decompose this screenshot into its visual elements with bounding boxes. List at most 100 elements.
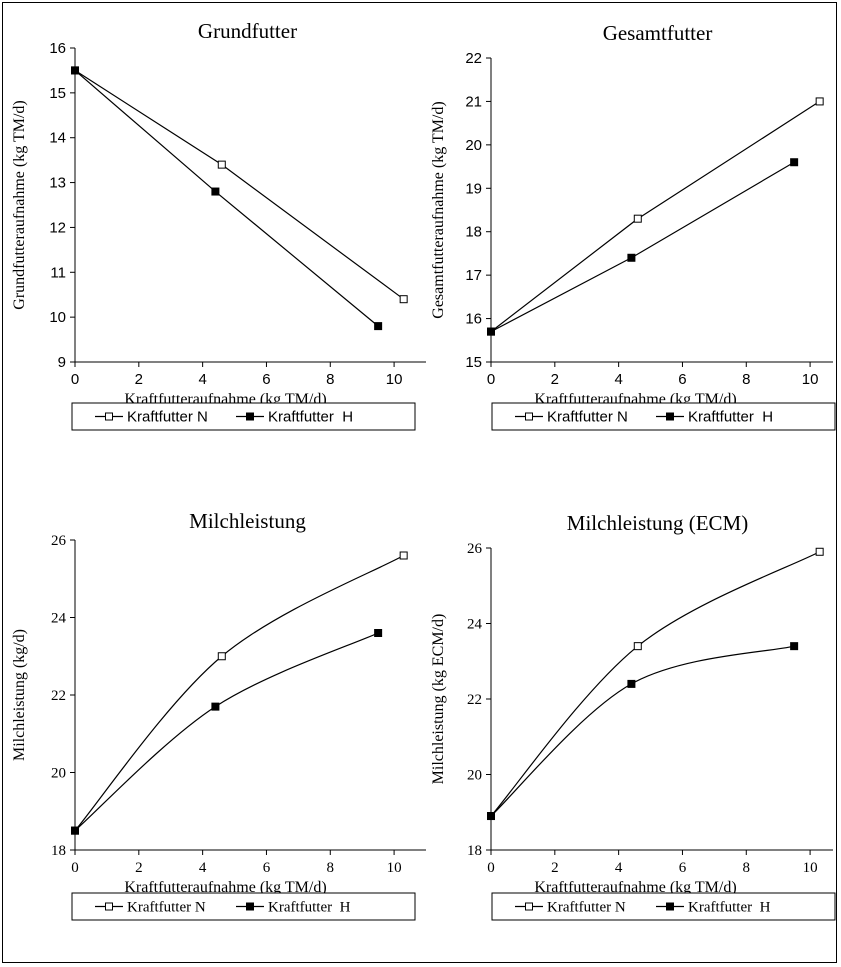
x-tick-label: 10 xyxy=(803,860,818,876)
x-tick-label: 6 xyxy=(263,860,271,876)
x-tick-label: 8 xyxy=(742,371,750,388)
y-tick-label: 19 xyxy=(465,180,482,197)
legend-label-2: Kraftfutter H xyxy=(268,409,353,426)
data-point-1-3 xyxy=(815,547,824,556)
series-line-1 xyxy=(490,551,820,817)
legend-label-1: Kraftfutter N xyxy=(547,409,628,426)
data-point-2-2 xyxy=(627,253,636,262)
x-tick-label: 8 xyxy=(743,860,751,876)
y-tick-label: 9 xyxy=(58,354,66,371)
data-point-1-2 xyxy=(217,652,226,661)
x-tick-label: 2 xyxy=(135,860,143,876)
data-point-2-1 xyxy=(487,327,495,336)
y-tick-label: 11 xyxy=(50,264,66,281)
x-tick-label: 10 xyxy=(387,860,402,876)
x-tick-label: 10 xyxy=(802,371,819,388)
y-tick-label: 15 xyxy=(49,85,66,102)
data-point-2-1 xyxy=(71,826,79,835)
legend-label-1: Kraftfutter N xyxy=(547,900,626,916)
x-tick-label: 4 xyxy=(199,860,207,876)
x-tick-label: 4 xyxy=(614,371,622,388)
y-tick-label: 18 xyxy=(465,224,482,241)
x-tick-label: 2 xyxy=(135,371,143,388)
data-point-1-3 xyxy=(399,295,408,304)
y-tick-label: 18 xyxy=(467,843,482,859)
legend-marker-2 xyxy=(666,412,674,421)
y-tick-label: 17 xyxy=(465,267,482,284)
y-tick-label: 22 xyxy=(465,50,482,67)
y-axis-label: Gesamtfutteraufnahme (kg TM/d) xyxy=(430,101,447,318)
series-line-2 xyxy=(490,161,795,333)
x-tick-label: 2 xyxy=(551,371,559,388)
data-point-2-3 xyxy=(790,642,799,651)
chart-panel-1: Grundfutter 9 10 11 12 13 14 15 16 0 2 4 6 8 10 Kraftfu… xyxy=(11,19,426,431)
x-tick-label: 4 xyxy=(615,860,623,876)
data-point-1-3 xyxy=(399,551,408,560)
legend-box xyxy=(71,402,416,431)
x-tick-label: 2 xyxy=(551,860,559,876)
data-point-1-2 xyxy=(217,160,226,169)
y-tick-label: 13 xyxy=(49,175,66,192)
y-tick-label: 12 xyxy=(49,219,66,236)
series-line-2 xyxy=(74,69,379,327)
data-point-1-3 xyxy=(815,97,824,106)
y-tick-label: 21 xyxy=(465,93,482,110)
legend-label-1: Kraftfutter N xyxy=(127,900,206,916)
data-point-2-2 xyxy=(627,679,636,688)
chart-panel-2: Gesamtfutter 15 16 17 18 19 20 21 22 0 2 4 6 8 10 Kraft… xyxy=(430,21,836,431)
y-tick-label: 15 xyxy=(465,354,482,371)
legend-marker-2 xyxy=(666,902,674,911)
data-point-2-3 xyxy=(374,629,383,637)
legend: Kraftfutter N Kraftfutter H xyxy=(491,402,836,431)
x-tick-label: 10 xyxy=(386,371,403,388)
legend-marker-1 xyxy=(525,902,533,911)
series-line-1 xyxy=(490,100,820,333)
x-tick-label: 0 xyxy=(487,371,495,388)
x-tick-label: 6 xyxy=(679,860,687,876)
legend-marker-2 xyxy=(246,412,254,421)
y-tick-label: 16 xyxy=(49,40,66,57)
legend-marker-1 xyxy=(105,902,113,911)
chart-title: Gesamtfutter xyxy=(603,21,713,45)
data-point-2-1 xyxy=(487,812,495,821)
y-axis-label: Milchleistung (kg ECM/d) xyxy=(430,614,447,785)
y-tick-label: 18 xyxy=(51,843,66,859)
y-tick-label: 10 xyxy=(49,309,66,326)
data-point-2-3 xyxy=(374,322,383,331)
chart-title: Milchleistung (ECM) xyxy=(567,511,748,535)
y-axis-label: Grundfutteraufnahme (kg TM/d) xyxy=(11,100,28,309)
x-tick-label: 8 xyxy=(327,860,335,876)
y-tick-label: 20 xyxy=(465,137,482,154)
legend: Kraftfutter N Kraftfutter H xyxy=(71,402,416,431)
legend-label-2: Kraftfutter H xyxy=(268,900,351,916)
legend-marker-1 xyxy=(105,412,113,421)
y-axis-label: Milchleistung (kg/d) xyxy=(11,629,28,761)
y-tick-label: 14 xyxy=(49,130,66,147)
legend: Kraftfutter N Kraftfutter H xyxy=(71,892,416,921)
x-tick-label: 6 xyxy=(678,371,686,388)
x-axis-label: Kraftfutteraufnahme (kg TM/d) xyxy=(534,879,736,896)
legend-label-2: Kraftfutter H xyxy=(688,409,773,426)
y-tick-label: 22 xyxy=(467,692,482,708)
legend-label-2: Kraftfutter H xyxy=(688,900,771,916)
y-tick-label: 24 xyxy=(467,617,483,633)
x-tick-label: 0 xyxy=(71,371,79,388)
chart-title: Grundfutter xyxy=(198,19,297,43)
chart-title: Milchleistung xyxy=(189,509,306,533)
legend-label-1: Kraftfutter N xyxy=(127,409,208,426)
y-tick-label: 24 xyxy=(51,611,67,627)
x-axis-label: Kraftfutteraufnahme (kg TM/d) xyxy=(124,879,326,896)
data-point-2-2 xyxy=(211,702,220,711)
x-tick-label: 6 xyxy=(262,371,270,388)
data-point-1-2 xyxy=(633,214,642,223)
x-tick-label: 4 xyxy=(198,371,206,388)
data-point-1-2 xyxy=(633,642,642,651)
y-tick-label: 22 xyxy=(51,688,66,704)
legend: Kraftfutter N Kraftfutter H xyxy=(491,892,836,921)
series-line-2 xyxy=(74,632,379,832)
y-tick-label: 26 xyxy=(51,533,67,549)
x-tick-label: 0 xyxy=(487,860,495,876)
